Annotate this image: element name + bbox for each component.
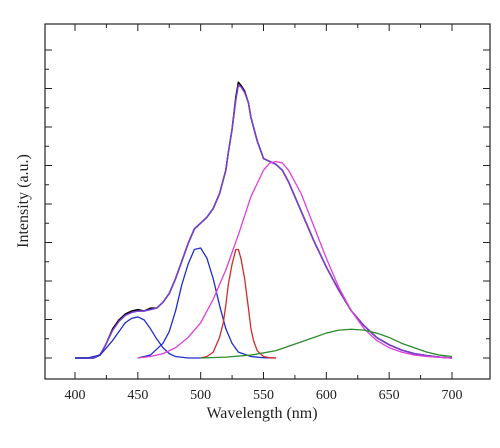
series-line-5 <box>137 160 453 359</box>
series-line-3 <box>137 247 277 359</box>
x-tick-label: 550 <box>253 388 274 403</box>
y-axis-title: Intensity (a.u.) <box>15 154 32 248</box>
plot-frame <box>44 23 491 380</box>
series-line-4 <box>200 248 277 359</box>
curves-layer <box>75 81 453 359</box>
x-axis-title: Wavelength (nm) <box>206 405 317 422</box>
series-line-0 <box>75 81 453 359</box>
series-line-2 <box>75 316 201 359</box>
x-tick-label: 450 <box>127 388 148 403</box>
ticks-layer: 400 450 500 550 600 650 700 <box>45 24 490 403</box>
x-tick-label: 500 <box>190 388 211 403</box>
series-line-1 <box>75 84 453 359</box>
x-tick-label: 400 <box>65 388 86 403</box>
series-line-6 <box>200 328 453 359</box>
x-tick-label: 650 <box>379 388 400 403</box>
x-tick-label: 600 <box>316 388 337 403</box>
x-tick-label: 700 <box>442 388 463 403</box>
